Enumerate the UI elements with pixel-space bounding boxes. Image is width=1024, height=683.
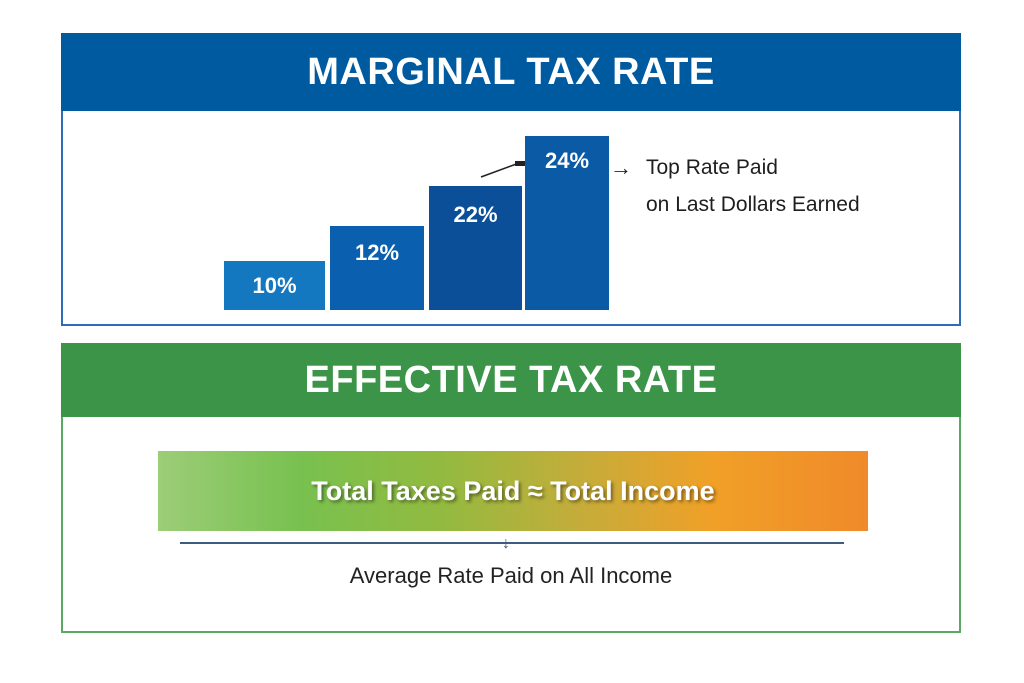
pointer-line-icon bbox=[480, 161, 525, 178]
divider-line bbox=[180, 542, 844, 544]
down-arrow-icon: ↓ bbox=[502, 535, 510, 552]
formula-gradient-bar: Total Taxes Paid ≈ Total Income bbox=[158, 451, 868, 531]
marginal-tax-rate-panel: MARGINAL TAX RATE 10% 12% 22% 24% → Top … bbox=[61, 33, 961, 326]
top-rate-note: Top Rate Paid on Last Dollars Earned bbox=[646, 156, 860, 216]
arrow-right-icon: → bbox=[610, 155, 632, 180]
effective-tax-rate-panel: EFFECTIVE TAX RATE Total Taxes Paid ≈ To… bbox=[61, 343, 961, 633]
bar-12: 12% bbox=[330, 226, 424, 310]
bar-22: 22% bbox=[429, 186, 522, 310]
bar-24: 24% bbox=[525, 136, 609, 310]
marginal-header: MARGINAL TAX RATE bbox=[61, 33, 961, 111]
effective-header: EFFECTIVE TAX RATE bbox=[61, 343, 961, 417]
average-rate-caption: Average Rate Paid on All Income bbox=[349, 563, 673, 588]
bar-10: 10% bbox=[224, 261, 325, 310]
